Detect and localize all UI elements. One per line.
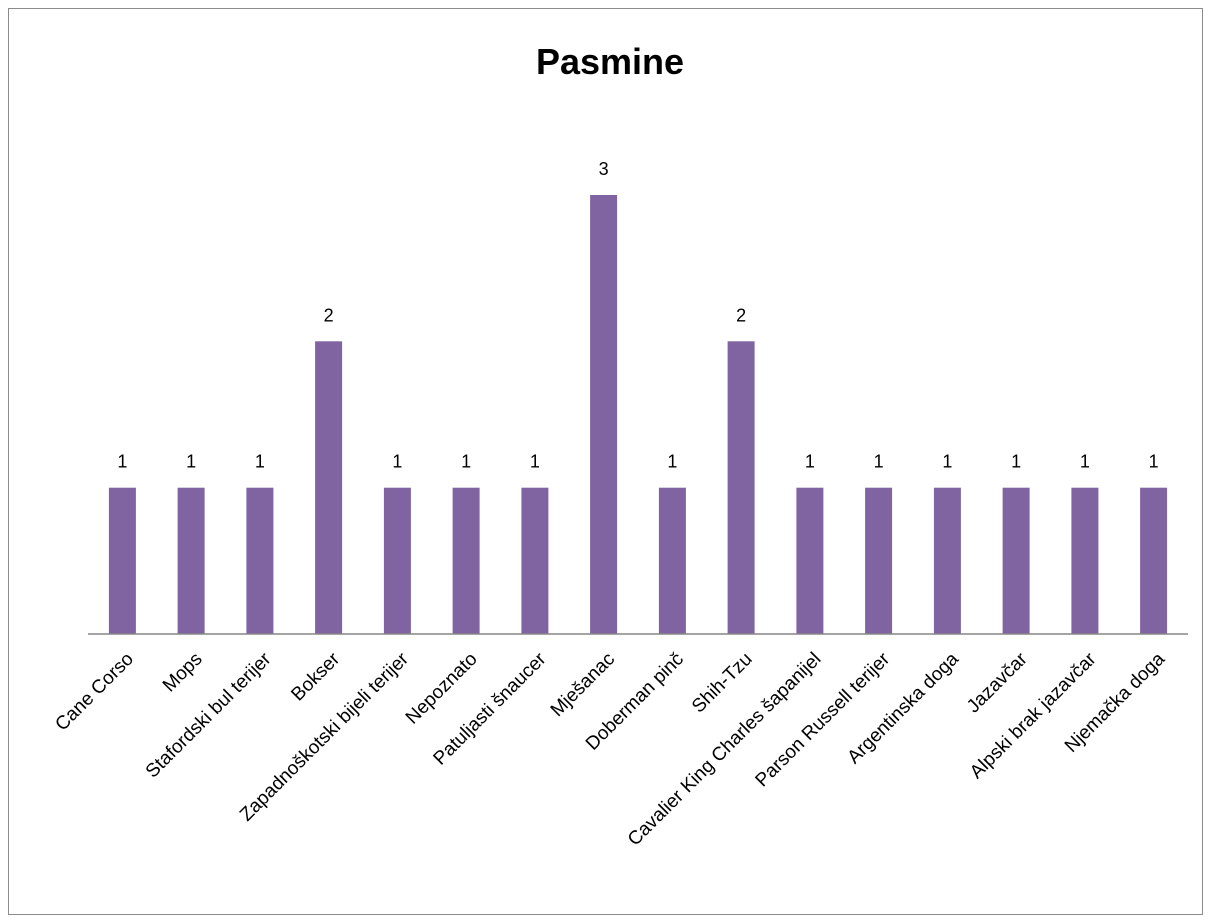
chart-title: Pasmine: [536, 41, 684, 82]
data-label: 1: [1149, 452, 1159, 472]
bar: [933, 487, 961, 634]
bar: [521, 487, 549, 634]
data-label: 1: [186, 452, 196, 472]
data-label: 1: [255, 452, 265, 472]
x-tick-label: Cane Corso: [51, 649, 138, 736]
bar: [590, 195, 618, 634]
x-tick-label: Alpski brak jazavčar: [966, 648, 1101, 783]
bar: [727, 341, 755, 634]
data-label: 3: [599, 159, 609, 179]
data-label: 1: [1080, 452, 1090, 472]
data-label: 1: [1011, 452, 1021, 472]
data-label: 1: [942, 452, 952, 472]
bar: [177, 487, 205, 634]
data-label: 2: [736, 305, 746, 325]
x-tick-label: Mješanac: [547, 649, 619, 721]
bar: [108, 487, 136, 634]
x-tick-label: Jazavčar: [963, 648, 1032, 717]
bar: [1002, 487, 1030, 634]
x-tick-label: Parson Russell terijer: [752, 648, 895, 791]
data-label: 1: [805, 452, 815, 472]
bar: [865, 487, 893, 634]
bars-layer: [108, 195, 1168, 634]
data-labels-layer: 1 1 1 2 1 1 1 3 1 2 1 1 1 1 1 1: [117, 159, 1158, 472]
x-tick-label: Bokser: [287, 648, 344, 705]
data-label: 1: [117, 452, 127, 472]
data-label: 1: [874, 452, 884, 472]
bar: [1140, 487, 1168, 634]
x-tick-label: Shih-Tzu: [688, 649, 757, 718]
data-label: 1: [530, 452, 540, 472]
bar: [658, 487, 686, 634]
bar: [315, 341, 343, 634]
bar: [383, 487, 411, 634]
data-label: 1: [392, 452, 402, 472]
x-tick-label: Mops: [159, 649, 207, 697]
bar: [452, 487, 480, 634]
data-label: 2: [324, 305, 334, 325]
bar: [1071, 487, 1099, 634]
bar: [796, 487, 824, 634]
data-label: 1: [461, 452, 471, 472]
x-tick-label: Stafordski bul terijer: [142, 648, 276, 782]
data-label: 1: [667, 452, 677, 472]
bar: [246, 487, 274, 634]
